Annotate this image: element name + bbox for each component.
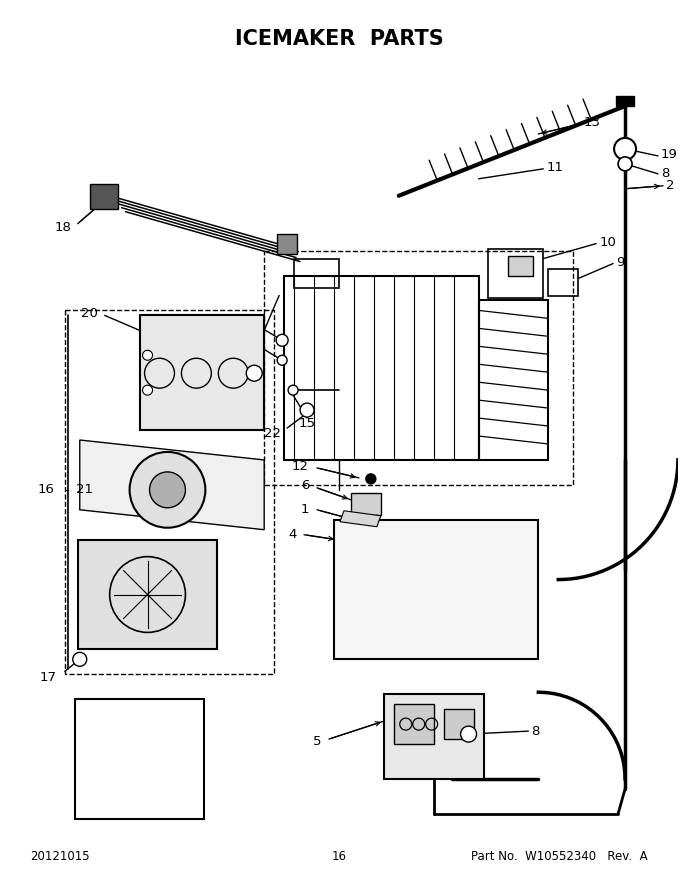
Text: 5: 5 — [313, 735, 321, 748]
Bar — [351, 493, 381, 515]
Bar — [334, 520, 539, 659]
Bar — [479, 300, 548, 460]
Text: 11: 11 — [546, 161, 563, 174]
Text: 21: 21 — [75, 483, 92, 496]
Text: 18: 18 — [55, 221, 72, 234]
Text: 20121015: 20121015 — [30, 850, 90, 863]
Text: 4: 4 — [289, 528, 297, 541]
Text: Part No.  W10552340   Rev.  A: Part No. W10552340 Rev. A — [471, 850, 648, 863]
Bar — [277, 233, 297, 253]
Text: 7: 7 — [192, 762, 201, 775]
Circle shape — [246, 365, 262, 381]
Circle shape — [618, 157, 632, 171]
Bar — [443, 709, 473, 739]
Circle shape — [366, 474, 376, 484]
Bar — [75, 700, 205, 818]
Text: 6: 6 — [301, 480, 309, 492]
Polygon shape — [80, 440, 265, 530]
Text: 3: 3 — [239, 314, 248, 326]
Circle shape — [460, 726, 477, 742]
Text: 16: 16 — [38, 483, 55, 496]
Text: 8: 8 — [661, 167, 669, 180]
Text: 1: 1 — [301, 503, 309, 517]
Text: 19: 19 — [661, 149, 678, 161]
Bar — [139, 315, 265, 430]
Text: 16: 16 — [331, 850, 346, 863]
Circle shape — [73, 652, 87, 666]
Circle shape — [143, 385, 152, 395]
Bar — [384, 694, 483, 779]
Text: 17: 17 — [40, 671, 57, 684]
Circle shape — [288, 385, 298, 395]
Text: 22: 22 — [264, 427, 281, 439]
Bar — [265, 251, 573, 485]
Circle shape — [143, 350, 152, 360]
Circle shape — [277, 356, 287, 365]
Circle shape — [130, 452, 205, 528]
Bar — [509, 255, 533, 275]
Polygon shape — [340, 510, 381, 527]
Text: 13: 13 — [583, 116, 600, 129]
Bar — [616, 96, 634, 106]
Text: 9: 9 — [616, 256, 624, 269]
Bar — [394, 704, 434, 744]
Text: 10: 10 — [599, 236, 616, 249]
Bar — [78, 539, 218, 649]
Text: 12: 12 — [292, 460, 309, 473]
Circle shape — [276, 334, 288, 347]
Text: 15: 15 — [299, 416, 316, 429]
Text: 2: 2 — [666, 180, 675, 193]
Text: 8: 8 — [531, 724, 540, 737]
Text: 20: 20 — [81, 307, 98, 320]
Circle shape — [300, 403, 314, 417]
Circle shape — [150, 472, 186, 508]
Text: 14: 14 — [231, 336, 248, 348]
Bar — [488, 248, 543, 298]
Circle shape — [614, 138, 636, 160]
Bar — [548, 268, 578, 297]
Text: ICEMAKER  PARTS: ICEMAKER PARTS — [235, 29, 443, 49]
Bar — [284, 275, 479, 460]
Bar — [90, 184, 118, 209]
Bar — [65, 311, 274, 674]
Bar — [294, 259, 339, 289]
